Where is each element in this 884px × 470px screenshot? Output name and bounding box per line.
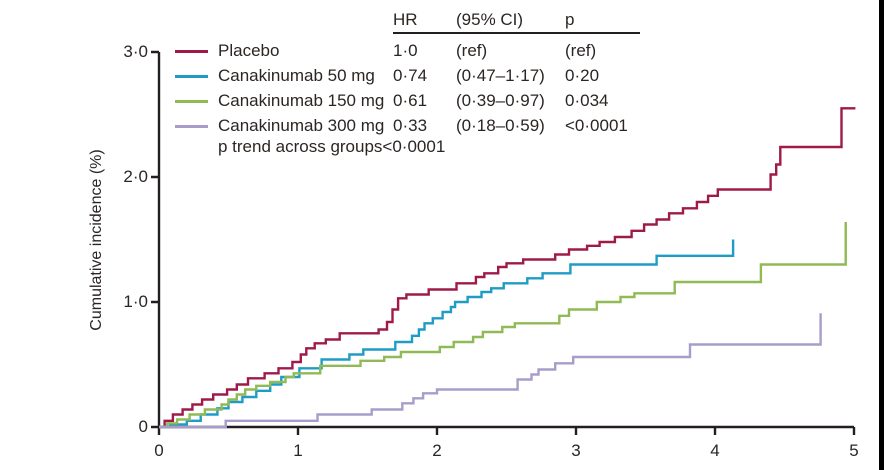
x-tick-label-5: 5 xyxy=(849,441,859,460)
table-cell-ci-50mg: (0·47–1·17) xyxy=(456,66,545,85)
legend-line-swatch-50mg xyxy=(175,75,208,78)
p-trend-note: p trend across groups<0·0001 xyxy=(218,137,446,156)
x-tick-label-2: 2 xyxy=(432,441,442,460)
y-axis-title: Cumulative incidence (%) xyxy=(88,149,105,331)
table-cell-ci-placebo: (ref) xyxy=(456,41,488,60)
table-header-hr: HR xyxy=(393,10,418,29)
legend-label-placebo: Placebo xyxy=(218,41,280,60)
table-cell-ci-150mg: (0·39–0·97) xyxy=(456,91,545,110)
legend-label-50mg: Canakinumab 50 mg xyxy=(218,66,375,85)
legend-label-150mg: Canakinumab 150 mg xyxy=(218,91,385,110)
table-header-p: p xyxy=(565,10,575,29)
y-tick-label-1: 1·0 xyxy=(123,292,148,311)
x-tick-label-3: 3 xyxy=(571,441,581,460)
table-cell-hr-50mg: 0·74 xyxy=(393,66,428,85)
legend-line-swatch-placebo xyxy=(175,50,208,53)
table-header-rule xyxy=(393,32,640,34)
y-tick-label-0: 0 xyxy=(138,417,148,436)
y-tick-label-3: 3·0 xyxy=(123,42,148,61)
table-header-ci: (95% CI) xyxy=(456,10,524,29)
x-tick-label-1: 1 xyxy=(293,441,303,460)
table-cell-hr-300mg: 0·33 xyxy=(393,116,428,135)
table-cell-p-placebo: (ref) xyxy=(565,41,597,60)
y-tick-label-2: 2·0 xyxy=(123,167,148,186)
table-cell-hr-150mg: 0·61 xyxy=(393,91,428,110)
x-tick-label-4: 4 xyxy=(710,441,720,460)
legend-label-300mg: Canakinumab 300 mg xyxy=(218,116,385,135)
legend-line-swatch-300mg xyxy=(175,125,208,128)
table-cell-p-300mg: <0·0001 xyxy=(565,116,628,135)
table-cell-hr-placebo: 1·0 xyxy=(393,41,418,60)
table-cell-p-150mg: 0·034 xyxy=(565,91,609,110)
legend-line-swatch-150mg xyxy=(175,100,208,103)
table-cell-ci-300mg: (0·18–0·59) xyxy=(456,116,545,135)
screenshot-right-edge-bar xyxy=(879,0,884,470)
x-tick-label-0: 0 xyxy=(154,441,164,460)
table-cell-p-50mg: 0·20 xyxy=(565,66,600,85)
